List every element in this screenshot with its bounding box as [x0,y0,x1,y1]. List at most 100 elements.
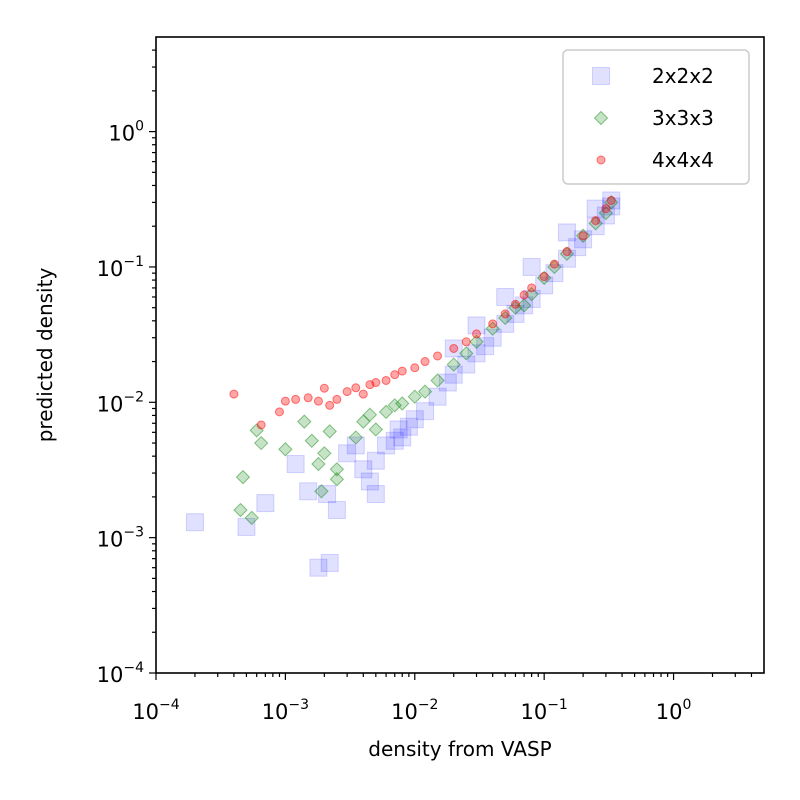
data-point-4x4x4 [325,400,335,410]
data-point-3x3x3 [508,300,523,315]
plot-frame [155,36,765,674]
data-point-2x2x2 [476,337,495,356]
data-point-2x2x2 [438,373,457,392]
x-tick-label: 10−1 [520,697,567,724]
data-point-4x4x4 [397,366,407,376]
data-point-2x2x2 [256,494,275,513]
y-tick-label: 10−2 [97,389,144,416]
series-4x4x4 [229,195,616,430]
data-point-4x4x4 [410,363,420,373]
data-point-4x4x4 [601,204,611,214]
data-point-3x3x3 [314,484,329,499]
data-point-4x4x4 [390,370,400,380]
data-point-2x2x2 [385,431,404,450]
data-point-4x4x4 [229,389,239,399]
data-point-3x3x3 [395,396,410,411]
data-point-3x3x3 [430,373,445,388]
data-point-2x2x2 [568,238,587,257]
data-point-2x2x2 [185,513,204,532]
data-point-4x4x4 [332,394,342,404]
data-point-4x4x4 [472,329,482,339]
data-point-4x4x4 [313,396,323,406]
data-point-3x3x3 [249,423,264,438]
data-point-2x2x2 [346,436,365,455]
data-point-2x2x2 [467,316,486,335]
data-point-2x2x2 [557,223,576,242]
data-point-2x2x2 [338,444,357,463]
data-point-4x4x4 [433,351,443,361]
data-point-4x4x4 [303,393,313,403]
data-point-3x3x3 [233,502,248,518]
x-tick-label: 10−2 [391,697,438,724]
data-point-3x3x3 [459,346,474,361]
data-point-3x3x3 [311,456,326,472]
legend-marker-2x2x2 [592,67,610,85]
legend-box [562,49,750,185]
data-point-3x3x3 [356,414,371,429]
data-point-4x4x4 [519,290,529,300]
data-point-3x3x3 [407,389,422,404]
y-axis-label: predicted density [33,268,57,443]
data-point-3x3x3 [348,430,363,445]
data-point-4x4x4 [342,387,352,397]
data-point-2x2x2 [320,553,339,572]
data-point-3x3x3 [244,510,260,526]
data-point-3x3x3 [235,469,251,485]
data-point-3x3x3 [329,472,345,487]
legend-label-4x4x4: 4x4x4 [652,148,714,172]
x-tick-label: 10−3 [262,697,309,724]
data-point-3x3x3 [317,446,332,461]
data-point-4x4x4 [606,195,616,205]
x-tick-label: 100 [656,697,692,724]
legend-entry-3x3x3: 3x3x3 [593,106,714,130]
series-2x2x2 [185,191,621,577]
data-point-4x4x4 [449,343,459,353]
data-point-4x4x4 [510,299,520,309]
data-point-2x2x2 [483,328,502,347]
y-tick-label: 10−3 [97,525,144,552]
data-point-3x3x3 [329,462,345,477]
data-point-2x2x2 [535,276,554,295]
data-point-4x4x4 [461,337,471,347]
data-point-2x2x2 [366,485,385,504]
data-point-4x4x4 [381,375,391,385]
data-point-4x4x4 [420,357,430,367]
data-point-2x2x2 [366,451,385,470]
legend-label-2x2x2: 2x2x2 [652,64,714,88]
data-point-4x4x4 [578,231,588,241]
data-point-3x3x3 [469,334,484,349]
data-point-3x3x3 [297,414,312,429]
data-point-3x3x3 [253,435,269,451]
data-point-2x2x2 [557,249,576,268]
data-point-4x4x4 [527,283,537,293]
data-point-4x4x4 [358,389,368,399]
legend-marker-4x4x4 [596,155,606,165]
data-point-4x4x4 [488,319,498,329]
x-axis-label: density from VASP [368,737,551,761]
legend-marker-3x3x3 [593,110,609,126]
legend-entry-2x2x2: 2x2x2 [592,64,714,88]
data-point-4x4x4 [351,383,361,393]
data-point-3x3x3 [387,398,402,413]
points-layer [185,191,621,577]
data-point-2x2x2 [299,482,318,501]
data-point-4x4x4 [371,378,381,388]
data-point-2x2x2 [399,417,418,436]
data-point-2x2x2 [444,365,463,384]
legend-entry-4x4x4: 4x4x4 [596,148,714,172]
data-point-3x3x3 [278,442,293,457]
data-point-2x2x2 [444,339,463,358]
y-tick-label: 100 [108,119,144,146]
data-point-4x4x4 [591,216,601,226]
data-point-3x3x3 [362,407,378,422]
data-point-2x2x2 [428,387,447,406]
series-3x3x3 [233,195,619,526]
data-point-4x4x4 [256,420,266,430]
data-point-2x2x2 [309,558,328,577]
data-point-3x3x3 [378,404,394,420]
data-point-2x2x2 [496,287,515,306]
data-point-3x3x3 [446,357,461,372]
data-point-2x2x2 [596,206,615,225]
data-point-2x2x2 [286,455,305,474]
